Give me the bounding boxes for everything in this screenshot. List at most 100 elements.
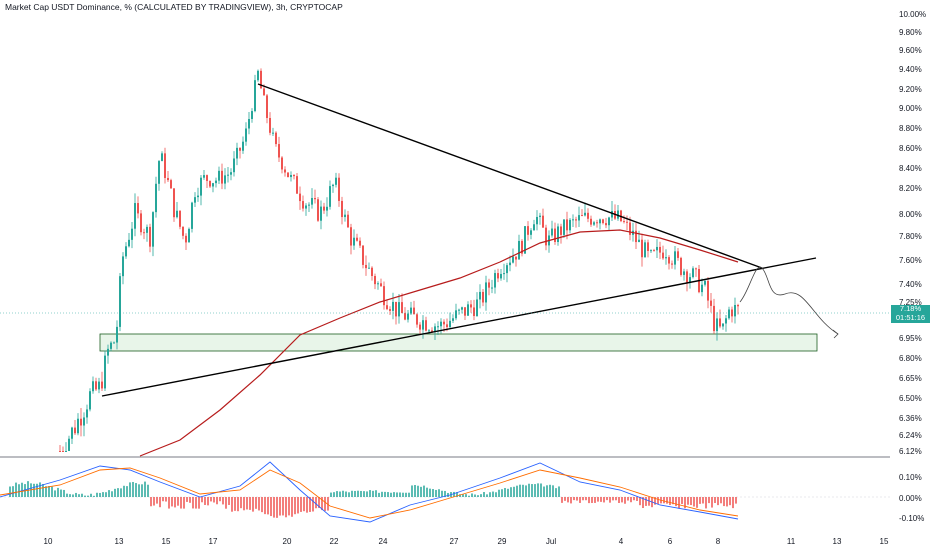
candle-body xyxy=(485,282,487,303)
macd-histogram-bar xyxy=(102,492,104,497)
candle-body xyxy=(167,177,169,181)
candle-body xyxy=(275,132,277,145)
y-tick-label: 9.20% xyxy=(899,85,922,94)
candle-body xyxy=(611,210,613,218)
macd-histogram-bar xyxy=(435,489,437,497)
signal-line xyxy=(0,467,739,519)
macd-histogram-bar xyxy=(612,497,614,501)
macd-histogram-bar xyxy=(12,486,14,497)
macd-histogram-bar xyxy=(381,491,383,497)
macd-histogram-bar xyxy=(528,483,530,497)
macd-histogram-bar xyxy=(375,490,377,497)
macd-histogram-bar xyxy=(666,497,668,504)
macd-histogram-bar xyxy=(15,482,17,497)
candle-body xyxy=(251,111,253,120)
macd-histogram-bar xyxy=(96,492,98,497)
macd-histogram-bar xyxy=(552,485,554,497)
macd-histogram-bar xyxy=(618,497,620,503)
x-tick-label: 27 xyxy=(450,537,459,546)
candle-body xyxy=(257,70,259,81)
candle-body xyxy=(212,183,214,187)
macd-histogram-bar xyxy=(144,481,146,497)
macd-histogram-bar xyxy=(99,492,101,497)
macd-histogram-bar xyxy=(372,490,374,497)
candle-body xyxy=(428,330,430,332)
candle-body xyxy=(176,210,178,218)
candle-body xyxy=(512,256,514,263)
macd-histogram-bar xyxy=(339,491,341,497)
candle-body xyxy=(218,170,220,181)
macd-histogram-bar xyxy=(273,497,275,518)
candle-body xyxy=(131,228,133,240)
macd-histogram-bar xyxy=(135,483,137,497)
candle-body xyxy=(422,320,424,330)
candle-body xyxy=(443,321,445,325)
candle-body xyxy=(269,117,271,133)
macd-histogram-bar xyxy=(231,497,233,512)
candle-body xyxy=(374,276,376,285)
candle-body xyxy=(506,265,508,274)
macd-histogram-bar xyxy=(324,497,326,511)
macd-histogram-bar xyxy=(408,492,410,497)
macd-histogram-bar xyxy=(237,497,239,512)
macd-histogram-bar xyxy=(600,497,602,502)
macd-tick-label: -0.10% xyxy=(899,514,924,523)
x-tick-label: 10 xyxy=(44,537,53,546)
candle-body xyxy=(521,240,523,254)
macd-histogram-bar xyxy=(363,491,365,497)
candle-body xyxy=(563,219,565,235)
macd-histogram-bar xyxy=(477,495,479,497)
candle-body xyxy=(245,128,247,142)
macd-histogram-bar xyxy=(291,497,293,517)
candle-body xyxy=(332,184,334,187)
macd-histogram-bar xyxy=(333,492,335,497)
macd-histogram-bar xyxy=(399,492,401,497)
candle-body xyxy=(530,230,532,235)
macd-histogram-bar xyxy=(615,497,617,501)
macd-histogram-bar xyxy=(423,485,425,497)
y-tick-label: 6.12% xyxy=(899,447,922,456)
macd-histogram-bar xyxy=(66,493,68,497)
y-tick-label: 7.25% xyxy=(899,298,922,307)
macd-histogram-bar xyxy=(654,497,656,505)
macd-histogram-bar xyxy=(240,497,242,509)
candle-body xyxy=(236,147,238,159)
candle-body xyxy=(680,257,682,275)
macd-histogram-bar xyxy=(48,486,50,497)
macd-histogram-bar xyxy=(720,497,722,504)
candle-body xyxy=(113,342,115,344)
macd-histogram-bar xyxy=(717,497,719,506)
candle-body xyxy=(458,309,460,311)
candle-body xyxy=(662,252,664,259)
candle-body xyxy=(281,157,283,170)
macd-histogram-bar xyxy=(702,497,704,504)
candle-body xyxy=(254,80,256,112)
moving-average-line xyxy=(139,229,739,457)
candle-body xyxy=(365,264,367,269)
candle-body xyxy=(206,175,208,181)
macd-histogram-bar xyxy=(129,482,131,497)
macd-histogram-bar xyxy=(531,484,533,497)
macd-histogram-bar xyxy=(441,490,443,497)
macd-histogram-bar xyxy=(576,497,578,501)
candle-body xyxy=(569,219,571,231)
y-tick-label: 9.60% xyxy=(899,46,922,55)
candle-body xyxy=(671,263,673,265)
candle-body xyxy=(296,176,298,194)
candle-body xyxy=(629,222,631,235)
macd-histogram-bar xyxy=(114,488,116,497)
candle-body xyxy=(608,217,610,226)
macd-histogram-bar xyxy=(705,497,707,509)
macd-histogram-bar xyxy=(396,492,398,497)
macd-histogram-bar xyxy=(573,497,575,501)
candle-body xyxy=(449,320,451,328)
macd-histogram-bar xyxy=(369,490,371,497)
candle-body xyxy=(71,427,73,439)
candle-body xyxy=(299,193,301,202)
candle-body xyxy=(473,307,475,317)
candle-body xyxy=(164,153,166,178)
candle-body xyxy=(452,318,454,321)
candle-body xyxy=(509,262,511,266)
macd-histogram-bar xyxy=(150,497,152,507)
